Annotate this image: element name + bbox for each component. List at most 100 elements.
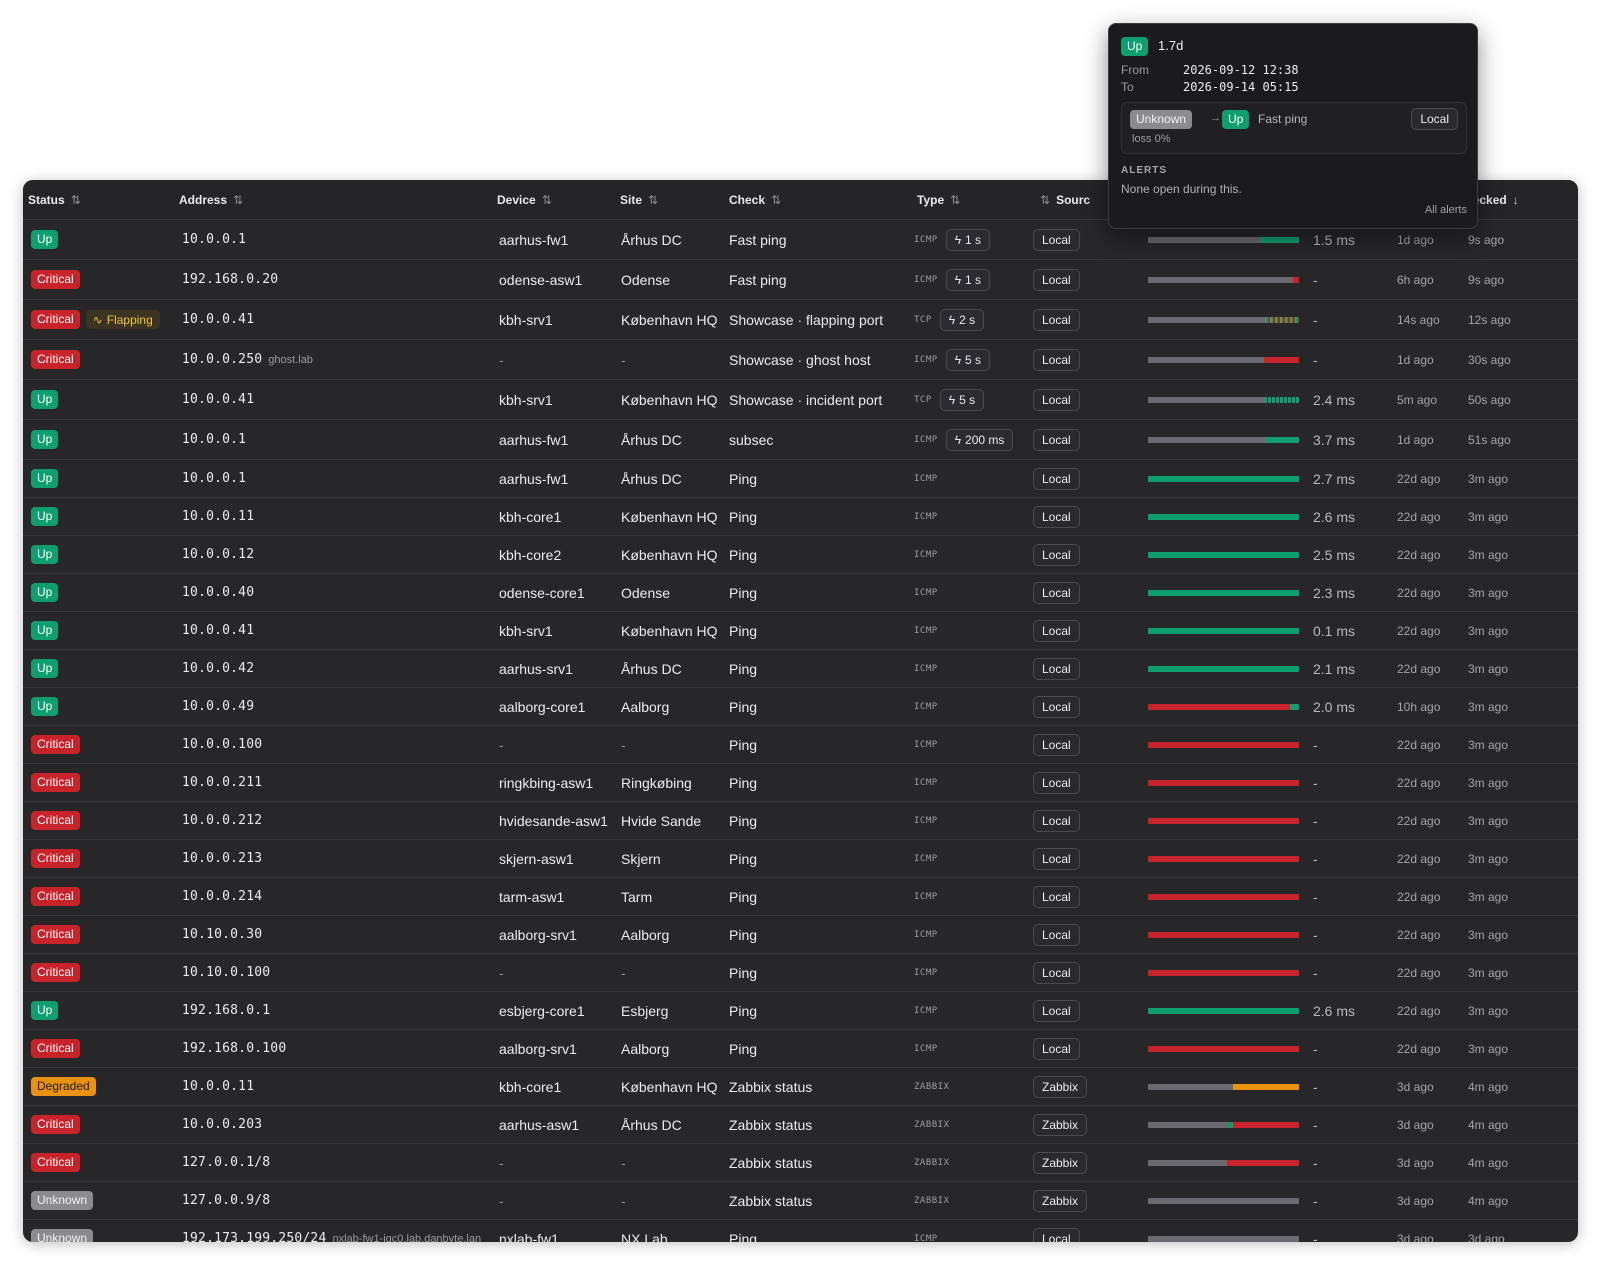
history-bar[interactable] [1148,894,1299,900]
table-row[interactable]: Up 10.0.0.1 aarhus-fw1 Århus DC Fast ping ICM… [23,220,1578,260]
check-name[interactable]: Ping [729,698,758,715]
table-row[interactable]: Up 10.0.0.41 kbh-srv1 København HQ Ping ICMP L… [23,612,1578,650]
check-name[interactable]: Ping [729,584,758,601]
history-bar[interactable] [1148,780,1299,786]
check-name[interactable]: Ping [729,774,758,791]
history-bar[interactable] [1148,970,1299,976]
check-name[interactable]: Ping [729,470,758,487]
table-row[interactable]: Critical 10.0.0.250 ghost.lab - - Showcase · … [23,340,1578,380]
table-row[interactable]: Critical 192.168.0.100 aalborg-srv1 Aalborg… [23,1030,1578,1068]
column-check[interactable]: Check ⇅ [729,180,781,220]
sort-icon[interactable]: ⇅ [541,193,552,207]
history-bar[interactable] [1148,397,1299,403]
device-name[interactable]: tarm-asw1 [499,888,565,905]
column-type[interactable]: Type ⇅ [917,180,960,220]
sort-icon[interactable]: ⇅ [771,193,782,207]
table-row[interactable]: Critical 192.168.0.20 odense-asw1 Odense Fas… [23,260,1578,300]
check-name[interactable]: Ping [729,622,758,639]
device-name[interactable]: nxlab-fw1 [499,1230,559,1243]
history-bar[interactable] [1148,1198,1299,1204]
device-name[interactable]: aarhus-fw1 [499,231,569,248]
table-row[interactable]: Up 10.0.0.12 kbh-core2 København HQ Ping ICMP… [23,536,1578,574]
device-name[interactable]: aalborg-core1 [499,698,586,715]
device-name[interactable]: aarhus-fw1 [499,470,569,487]
device-name[interactable]: kbh-srv1 [499,311,553,328]
table-row[interactable]: Critical 10.0.0.212 hvidesande-asw1 Hvide S… [23,802,1578,840]
history-bar[interactable] [1148,1046,1299,1052]
check-name[interactable]: Ping [729,964,758,981]
table-row[interactable]: Up 10.0.0.41 kbh-srv1 København HQ Showcase … [23,380,1578,420]
device-name[interactable]: kbh-srv1 [499,622,553,639]
check-name[interactable]: Ping [729,926,758,943]
history-bar[interactable] [1148,476,1299,482]
check-name[interactable]: Ping [729,888,758,905]
history-bar[interactable] [1148,1008,1299,1014]
column-source[interactable]: ⇅ Sourc [1040,180,1090,220]
check-name[interactable]: Showcase · incident port [729,391,883,408]
check-name[interactable]: Showcase · flapping port [729,311,884,328]
check-name[interactable]: Ping [729,546,758,563]
history-bar[interactable] [1148,552,1299,558]
check-name[interactable]: Zabbix status [729,1116,813,1133]
table-row[interactable]: Up 10.0.0.42 aarhus-srv1 Århus DC Ping ICMP Lo… [23,650,1578,688]
check-name[interactable]: Ping [729,850,758,867]
device-name[interactable]: kbh-core1 [499,1078,562,1095]
device-name[interactable]: aarhus-fw1 [499,431,569,448]
check-name[interactable]: Ping [729,1040,758,1057]
all-alerts-link[interactable]: All alerts [1424,204,1467,216]
history-bar[interactable] [1148,932,1299,938]
check-name[interactable]: subsec [729,431,774,448]
device-name[interactable]: skjern-asw1 [499,850,574,867]
device-name[interactable]: aalborg-srv1 [499,1040,577,1057]
sort-icon[interactable]: ⇅ [1040,193,1051,207]
table-row[interactable]: Critical ∿ Flapping 10.0.0.41 kbh-srv1 Københ… [23,300,1578,340]
device-name[interactable]: aarhus-asw1 [499,1116,580,1133]
history-bar[interactable] [1148,704,1299,710]
history-bar[interactable] [1148,742,1299,748]
history-bar[interactable] [1148,666,1299,672]
table-row[interactable]: Degraded 10.0.0.11 kbh-core1 København HQ Za… [23,1068,1578,1106]
check-name[interactable]: Ping [729,660,758,677]
table-row[interactable]: Up 10.0.0.1 aarhus-fw1 Århus DC Ping ICMP Loca… [23,460,1578,498]
table-row[interactable]: Critical 10.0.0.203 aarhus-asw1 Århus DC Zab… [23,1106,1578,1144]
table-row[interactable]: Critical 10.10.0.30 aalborg-srv1 Aalborg Pin… [23,916,1578,954]
check-name[interactable]: Zabbix status [729,1154,813,1171]
history-bar[interactable] [1148,818,1299,824]
device-name[interactable]: odense-asw1 [499,271,583,288]
device-name[interactable]: kbh-core2 [499,546,562,563]
device-name[interactable]: kbh-core1 [499,508,562,525]
check-name[interactable]: Showcase · ghost host [729,351,871,368]
table-row[interactable]: Critical 10.0.0.214 tarm-asw1 Tarm Ping ICMP L… [23,878,1578,916]
table-row[interactable]: Up 10.0.0.40 odense-core1 Odense Ping ICMP Loc… [23,574,1578,612]
table-row[interactable]: Up 10.0.0.49 aalborg-core1 Aalborg Ping ICMP L… [23,688,1578,726]
table-row[interactable]: Up 10.0.0.1 aarhus-fw1 Århus DC subsec ICMP ϟ 2… [23,420,1578,460]
device-name[interactable]: odense-core1 [499,584,585,601]
column-site[interactable]: Site ⇅ [620,180,658,220]
check-name[interactable]: Ping [729,508,758,525]
history-bar[interactable] [1148,514,1299,520]
table-row[interactable]: Critical 10.10.0.100 - - Ping ICMP Local - 22d a… [23,954,1578,992]
history-bar[interactable] [1148,628,1299,634]
check-name[interactable]: Ping [729,1230,758,1243]
history-bar[interactable] [1148,590,1299,596]
check-name[interactable]: Ping [729,812,758,829]
sort-descending-icon[interactable]: ↓ [1512,193,1519,207]
device-name[interactable]: ringkbing-asw1 [499,774,594,791]
sort-icon[interactable]: ⇅ [648,193,659,207]
device-name[interactable]: aarhus-srv1 [499,660,573,677]
check-name[interactable]: Ping [729,736,758,753]
history-bar[interactable] [1148,437,1299,443]
history-bar[interactable] [1148,856,1299,862]
history-bar[interactable] [1148,237,1299,243]
history-bar[interactable] [1148,1084,1299,1090]
table-row[interactable]: Critical 10.0.0.100 - - Ping ICMP Local - 22d ag… [23,726,1578,764]
sort-icon[interactable]: ⇅ [233,193,244,207]
device-name[interactable]: kbh-srv1 [499,391,553,408]
table-row[interactable]: Up 192.168.0.1 esbjerg-core1 Esbjerg Ping ICM… [23,992,1578,1030]
history-bar[interactable] [1148,1122,1299,1128]
device-name[interactable]: aalborg-srv1 [499,926,577,943]
table-row[interactable]: Critical 127.0.0.1/8 - - Zabbix status ZABBIX… [23,1144,1578,1182]
check-name[interactable]: Fast ping [729,271,787,288]
column-address[interactable]: Address ⇅ [179,180,243,220]
check-name[interactable]: Zabbix status [729,1192,813,1209]
